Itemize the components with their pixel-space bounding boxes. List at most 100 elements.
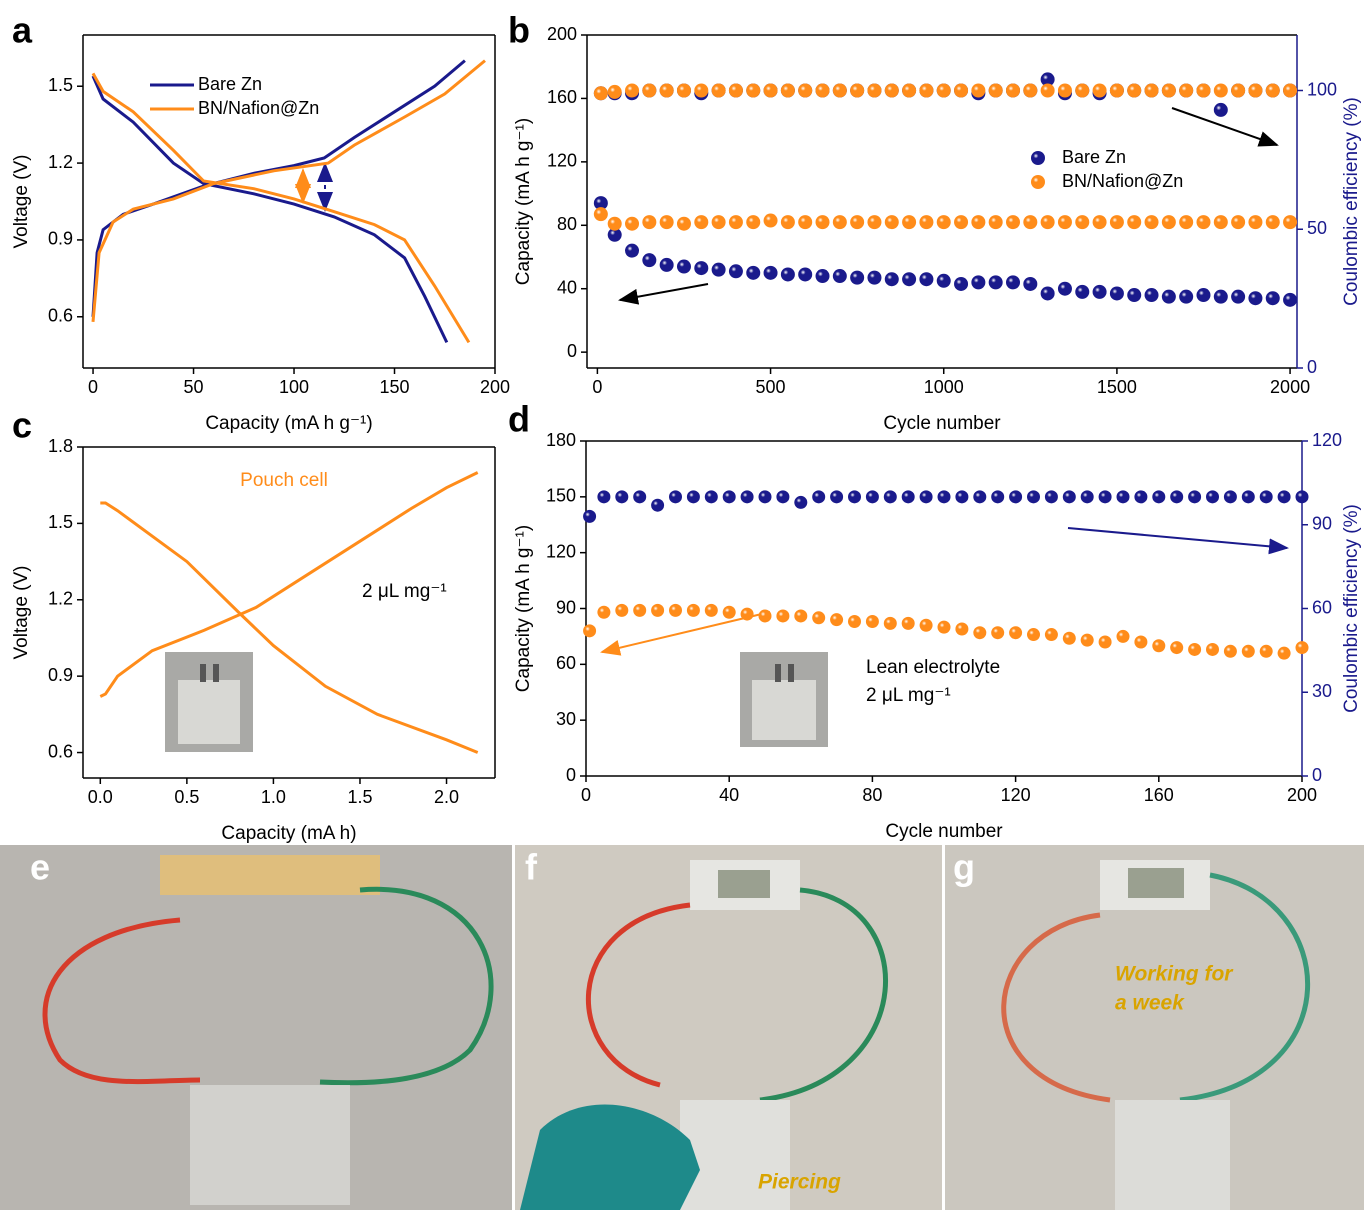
- point: [659, 83, 674, 98]
- point: [919, 83, 934, 98]
- point: [1134, 490, 1148, 504]
- point: [1241, 644, 1255, 658]
- point: [954, 276, 969, 291]
- y2-axis-title: Coulombic efficiency (%): [1341, 504, 1362, 713]
- point: [812, 611, 826, 625]
- y-tick-label: 1.8: [48, 436, 73, 456]
- y-tick-label: 150: [546, 486, 576, 506]
- point: [651, 498, 665, 512]
- point: [1179, 289, 1194, 304]
- point: [1265, 291, 1280, 306]
- y-tick-label: 1.2: [48, 589, 73, 609]
- point: [937, 620, 951, 634]
- arrows: [295, 107, 1289, 656]
- point: [1277, 646, 1291, 660]
- point: [988, 83, 1003, 98]
- point: [1196, 288, 1211, 303]
- legend-label: BN/Nafion@Zn: [198, 98, 319, 118]
- point: [1075, 215, 1090, 230]
- point: [1040, 286, 1055, 301]
- point: [991, 626, 1005, 640]
- point: [583, 624, 597, 638]
- y-tick-label: 40: [557, 277, 577, 297]
- panel-letter: f: [525, 847, 538, 888]
- point: [1023, 276, 1038, 291]
- y-tick-label: 120: [547, 151, 577, 171]
- point: [1283, 215, 1298, 230]
- point: [1044, 490, 1058, 504]
- point: [798, 267, 813, 282]
- point: [884, 272, 899, 287]
- panel-letter: d: [508, 399, 530, 440]
- point: [711, 83, 726, 98]
- point: [1080, 633, 1094, 647]
- point: [722, 490, 736, 504]
- point: [919, 490, 933, 504]
- point: [1109, 286, 1124, 301]
- point: [955, 490, 969, 504]
- point: [1027, 628, 1040, 642]
- point: [1062, 631, 1076, 645]
- x-tick-label: 160: [1144, 785, 1174, 805]
- y-axis-title: Voltage (V): [11, 566, 32, 660]
- point: [919, 215, 934, 230]
- point: [1116, 490, 1130, 504]
- y-tick-label: 0.6: [48, 306, 73, 326]
- photo-caption: Working for: [1115, 963, 1234, 986]
- point: [1040, 72, 1055, 87]
- y-axis-title: Capacity (mA h g⁻¹): [513, 118, 534, 285]
- arrow: [1067, 527, 1289, 555]
- point: [1062, 490, 1076, 504]
- y-tick-label: 80: [557, 214, 577, 234]
- x-tick-label: 50: [184, 377, 204, 397]
- point: [936, 273, 951, 288]
- point: [763, 213, 778, 228]
- point: [971, 215, 986, 230]
- point: [832, 83, 847, 98]
- point: [1259, 644, 1273, 658]
- point: [1127, 288, 1142, 303]
- point: [973, 626, 987, 640]
- panel: d0 40 80 120 160 2000306090120150180030609012…: [508, 399, 1362, 843]
- y-tick-label: 1.5: [48, 512, 73, 532]
- point: [1188, 642, 1202, 656]
- point: [694, 83, 709, 98]
- point: [1161, 215, 1176, 230]
- point: [884, 83, 899, 98]
- y2-tick-label: 120: [1312, 430, 1342, 450]
- photo-g: g Working for a week: [945, 845, 1364, 1210]
- point: [884, 215, 899, 230]
- point: [1057, 281, 1072, 296]
- point: [850, 270, 865, 285]
- point: [798, 83, 813, 98]
- point: [633, 490, 647, 504]
- point: [1098, 490, 1112, 504]
- point: [746, 83, 761, 98]
- point: [848, 615, 861, 629]
- point: [763, 83, 778, 98]
- x-tick-label: 200: [480, 377, 510, 397]
- point: [954, 83, 969, 98]
- photo-f: f Piercing: [515, 845, 942, 1210]
- point: [659, 257, 674, 272]
- line: [91, 59, 486, 344]
- point: [1092, 83, 1107, 98]
- point: [711, 262, 726, 277]
- point: [794, 609, 808, 623]
- point: [704, 603, 718, 617]
- x-tick-label: 1.0: [261, 787, 286, 807]
- point: [815, 215, 830, 230]
- point: [832, 269, 847, 284]
- point: [1044, 628, 1058, 642]
- y-axis-title: Voltage (V): [11, 155, 32, 249]
- point: [830, 613, 844, 627]
- point: [1152, 490, 1166, 504]
- x-axis-title: Cycle number: [883, 413, 1001, 434]
- y-tick-label: 0.9: [48, 665, 73, 685]
- point: [883, 490, 897, 504]
- point: [1265, 215, 1280, 230]
- point: [1179, 215, 1194, 230]
- point: [954, 215, 969, 230]
- point: [991, 490, 1005, 504]
- point: [1109, 215, 1124, 230]
